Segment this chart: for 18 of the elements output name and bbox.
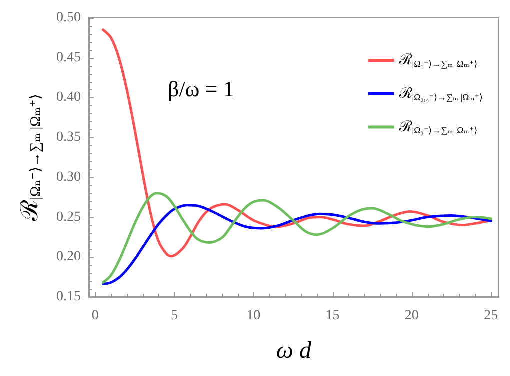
x-tick-label: 5: [170, 308, 178, 324]
y-tick-label: 0.40: [56, 90, 81, 106]
x-tick-label: 15: [326, 308, 340, 324]
annotation: β/ω = 1: [168, 76, 234, 102]
y-tick-label: 0.45: [56, 50, 81, 66]
y-tick-label: 0.15: [56, 290, 81, 304]
x-tick-label: 0: [92, 308, 99, 324]
x-tick-label: 20: [404, 308, 419, 324]
y-tick-label: 0.50: [56, 10, 81, 26]
y-axis-title: ℛ|Ωₙ⁻⟩→∑ₘ |Ωₘ⁺⟩: [18, 94, 44, 222]
y-tick-label: 0.20: [56, 250, 81, 265]
y-tick-label: 0.25: [56, 210, 81, 225]
x-axis-title: ω d: [276, 338, 312, 364]
x-tick-label: 25: [484, 308, 498, 324]
y-tick-label: 0.35: [56, 130, 81, 146]
x-tick-label: 10: [246, 308, 261, 324]
line-series: [102, 28, 492, 258]
y-tick-label: 0.30: [56, 170, 81, 185]
